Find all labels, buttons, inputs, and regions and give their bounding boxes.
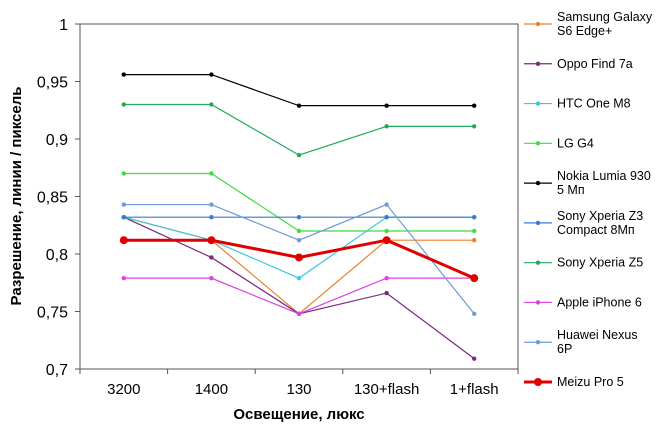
data-point: [296, 215, 302, 220]
data-point: [121, 275, 127, 281]
legend-label: Oppo Find 7a: [557, 57, 633, 71]
data-point: [209, 255, 214, 260]
y-tick-label: 0,75: [37, 305, 68, 322]
series-5: [121, 215, 477, 220]
data-point: [296, 152, 302, 158]
data-point: [121, 202, 127, 207]
data-point: [472, 356, 477, 361]
data-point: [209, 275, 214, 281]
data-point: [207, 236, 216, 245]
x-tick-label: 1400: [195, 381, 228, 398]
legend-label: 6P: [557, 342, 572, 356]
y-tick-label: 1: [59, 17, 68, 34]
data-point: [472, 124, 477, 129]
series-6: [121, 102, 477, 158]
data-point: [472, 228, 477, 234]
legend-label: Sony Xperia Z5: [557, 256, 643, 270]
y-tick-label: 0,85: [37, 190, 68, 207]
legend-label: HTC One M8: [557, 97, 631, 111]
data-point: [384, 124, 389, 129]
legend-label: Apple iPhone 6: [557, 295, 642, 309]
plot-area: [79, 23, 519, 370]
data-point: [382, 236, 391, 245]
legend-label: LG G4: [557, 136, 594, 150]
data-point: [384, 228, 389, 234]
data-point: [295, 253, 303, 262]
legend-swatch-marker: [535, 340, 541, 345]
legend-item: Meizu Pro 5: [524, 375, 624, 389]
data-point: [209, 171, 214, 176]
legend-label: S6 Edge+: [557, 24, 612, 38]
data-point: [209, 215, 214, 220]
legend-swatch-marker: [535, 61, 541, 66]
data-point: [296, 238, 302, 243]
legend-item: Sony Xperia Z5: [524, 256, 643, 270]
legend-swatch-marker: [535, 180, 541, 186]
data-point: [384, 275, 389, 281]
data-point: [121, 171, 127, 176]
legend-label: Samsung Galaxy: [557, 10, 653, 24]
data-point: [296, 311, 302, 316]
y-axis: 0,7 0,75 0,8 0,85 0,9 0,95 1: [37, 17, 80, 379]
legend-label: Meizu Pro 5: [557, 375, 624, 389]
legend-label: Sony Xperia Z3: [557, 209, 643, 223]
data-point: [296, 228, 302, 234]
data-point: [209, 202, 214, 207]
data-point: [209, 102, 214, 107]
legend-item: HTC One M8: [524, 97, 631, 111]
legend-label: Huawei Nexus: [557, 328, 638, 342]
data-point: [472, 215, 477, 220]
x-tick-label: 3200: [107, 381, 140, 398]
series-4: [121, 72, 477, 108]
x-tick-label: 130+flash: [354, 381, 419, 398]
y-axis-label: Разрешение, линии / пиксель: [8, 87, 25, 306]
data-point: [121, 215, 127, 220]
legend-swatch-marker: [535, 101, 541, 106]
data-point: [121, 72, 127, 77]
data-point: [209, 72, 214, 77]
y-tick-label: 0,9: [46, 132, 68, 149]
data-point: [384, 103, 389, 108]
data-point: [472, 238, 477, 243]
data-point: [384, 202, 389, 207]
x-tick-label: 1+flash: [450, 381, 499, 398]
data-point: [470, 274, 479, 283]
legend-swatch-marker: [535, 220, 541, 226]
legend-label: Nokia Lumia 930: [557, 169, 651, 183]
data-point: [119, 236, 128, 245]
data-point: [384, 290, 389, 296]
legend-item: Apple iPhone 6: [524, 295, 642, 309]
data-point: [296, 103, 302, 108]
legend-label: 5 Мп: [557, 183, 585, 197]
legend-item: Oppo Find 7a: [524, 57, 633, 71]
series-group: [119, 72, 479, 361]
data-point: [384, 215, 389, 220]
data-point: [472, 311, 477, 316]
data-point: [296, 275, 302, 281]
legend-swatch-marker: [535, 300, 541, 305]
data-point: [472, 103, 477, 108]
series-8: [121, 202, 477, 316]
x-axis: 3200 1400 130 130+flash 1+flash: [79, 369, 519, 398]
series-3: [121, 171, 477, 234]
y-tick-label: 0,8: [46, 247, 68, 264]
legend-swatch-marker: [535, 260, 541, 265]
y-tick-label: 0,7: [46, 362, 68, 379]
legend-label: Compact 8Мп: [557, 223, 635, 237]
legend-swatch-marker: [534, 378, 542, 386]
data-point: [121, 102, 127, 107]
series-9: [119, 236, 479, 283]
legend-item: LG G4: [524, 136, 594, 150]
legend-swatch-marker: [535, 141, 541, 146]
legend-swatch-marker: [535, 21, 541, 27]
y-tick-label: 0,95: [37, 75, 68, 92]
x-axis-label: Освещение, люкс: [233, 406, 364, 423]
x-tick-label: 130: [286, 381, 311, 398]
